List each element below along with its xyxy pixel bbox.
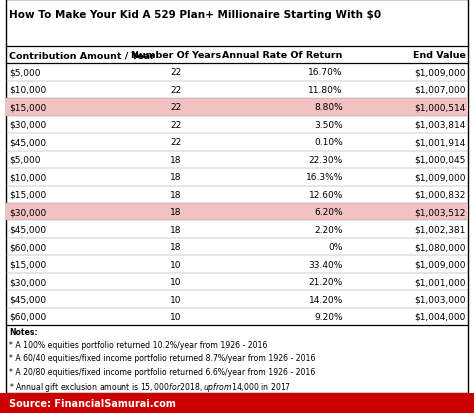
Text: $1,080,000: $1,080,000 [414,242,465,252]
Text: 18: 18 [170,155,182,164]
Text: 18: 18 [170,208,182,217]
Text: $1,002,381: $1,002,381 [414,225,465,234]
Text: * Annual gift exclusion amount is $15,000 for 2018, up from $14,000 in 2017: * Annual gift exclusion amount is $15,00… [9,380,292,393]
Text: 22: 22 [170,103,182,112]
Text: 6.20%: 6.20% [314,208,343,217]
Text: 10: 10 [170,278,182,286]
Text: 16.3%%: 16.3%% [306,173,343,182]
Text: Number Of Years: Number Of Years [131,51,221,60]
Text: 11.80%: 11.80% [309,86,343,95]
Text: $30,000: $30,000 [9,278,47,286]
Text: $45,000: $45,000 [9,295,46,304]
Text: $60,000: $60,000 [9,242,47,252]
Text: 16.70%: 16.70% [309,68,343,77]
Text: 3.50%: 3.50% [314,121,343,130]
Text: 10: 10 [170,312,182,321]
Text: 22: 22 [170,86,182,95]
Text: $45,000: $45,000 [9,225,46,234]
Text: 18: 18 [170,225,182,234]
Text: Contribution Amount / Year: Contribution Amount / Year [9,51,155,60]
FancyBboxPatch shape [0,393,474,413]
Text: Annual Rate Of Return: Annual Rate Of Return [222,51,343,60]
Text: $15,000: $15,000 [9,190,47,199]
Text: $30,000: $30,000 [9,121,47,130]
Text: 22.30%: 22.30% [309,155,343,164]
Text: 9.20%: 9.20% [314,312,343,321]
Text: 0%: 0% [328,242,343,252]
Text: 0.10%: 0.10% [314,138,343,147]
FancyBboxPatch shape [6,0,468,393]
Text: Notes:: Notes: [9,327,38,336]
Text: 21.20%: 21.20% [309,278,343,286]
Text: $1,001,000: $1,001,000 [414,278,465,286]
Text: $1,004,000: $1,004,000 [414,312,465,321]
Text: * A 20/80 equities/fixed income portfolio returned 6.6%/year from 1926 - 2016: * A 20/80 equities/fixed income portfoli… [9,367,316,376]
Text: 18: 18 [170,242,182,252]
Text: End Value: End Value [412,51,465,60]
Text: $1,009,000: $1,009,000 [414,68,465,77]
Text: $10,000: $10,000 [9,86,47,95]
Text: 10: 10 [170,260,182,269]
Text: 22: 22 [170,68,182,77]
Text: $1,009,000: $1,009,000 [414,173,465,182]
Text: $1,000,514: $1,000,514 [414,103,465,112]
Text: * A 100% equities portfolio returned 10.2%/year from 1926 - 2016: * A 100% equities portfolio returned 10.… [9,340,268,349]
FancyBboxPatch shape [6,204,468,221]
Text: 18: 18 [170,190,182,199]
Text: $1,000,045: $1,000,045 [414,155,465,164]
Text: 2.20%: 2.20% [314,225,343,234]
Text: $15,000: $15,000 [9,103,47,112]
Text: 14.20%: 14.20% [309,295,343,304]
Text: 8.80%: 8.80% [314,103,343,112]
Text: 22: 22 [170,138,182,147]
Text: * Be nice to your parents, grandparents, uncles, and aunts: * Be nice to your parents, grandparents,… [9,393,240,402]
Text: * A 60/40 equities/fixed income portfolio returned 8.7%/year from 1926 - 2016: * A 60/40 equities/fixed income portfoli… [9,354,316,363]
Text: $5,000: $5,000 [9,155,41,164]
Text: Source: FinancialSamurai.com: Source: FinancialSamurai.com [9,398,176,408]
Text: $1,003,000: $1,003,000 [414,295,465,304]
Text: 12.60%: 12.60% [309,190,343,199]
Text: $30,000: $30,000 [9,208,47,217]
Text: $1,003,814: $1,003,814 [414,121,465,130]
Text: 22: 22 [170,121,182,130]
Text: 18: 18 [170,173,182,182]
FancyBboxPatch shape [6,99,468,116]
Text: How To Make Your Kid A 529 Plan+ Millionaire Starting With $0: How To Make Your Kid A 529 Plan+ Million… [9,10,382,20]
Text: $1,003,512: $1,003,512 [414,208,465,217]
Text: $1,000,832: $1,000,832 [414,190,465,199]
Text: $1,007,000: $1,007,000 [414,86,465,95]
Text: $10,000: $10,000 [9,173,47,182]
Text: $15,000: $15,000 [9,260,47,269]
Text: $1,009,000: $1,009,000 [414,260,465,269]
Text: 33.40%: 33.40% [309,260,343,269]
Text: $60,000: $60,000 [9,312,47,321]
Text: $45,000: $45,000 [9,138,46,147]
Text: 10: 10 [170,295,182,304]
Text: $5,000: $5,000 [9,68,41,77]
Text: $1,001,914: $1,001,914 [414,138,465,147]
